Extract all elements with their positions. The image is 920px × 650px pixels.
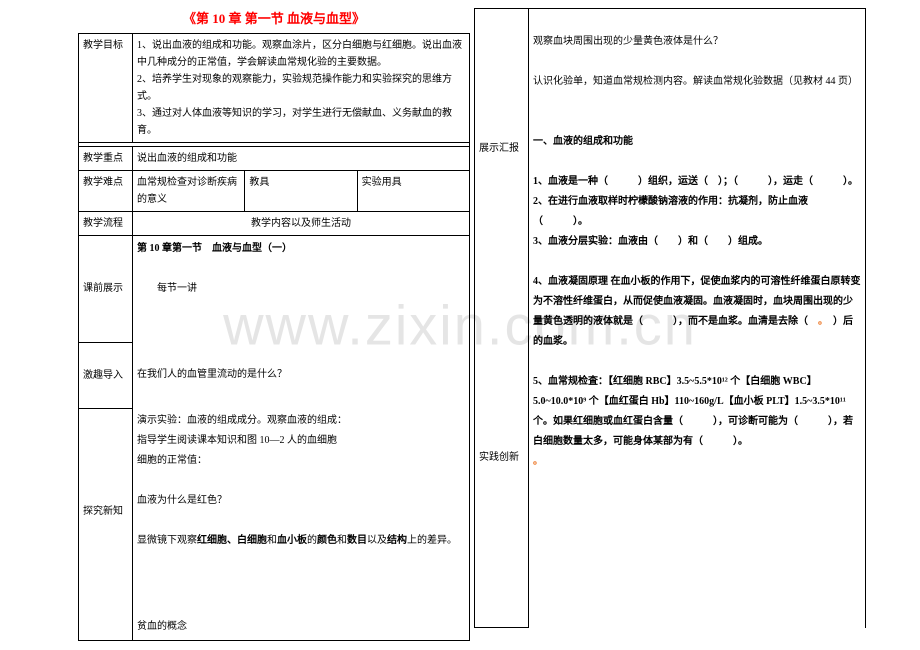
- row-anemia: 贫血的概念: [79, 614, 470, 641]
- tool-text: 实验用具: [357, 171, 469, 212]
- p4-dot: 。: [808, 316, 833, 327]
- right-content: 观察血块周围出现的少量黄色液体是什么？ 认识化验单，知道血常规检测内容。解读血常…: [529, 9, 866, 628]
- diff-text: 血常规检查对诊断疾病的意义: [133, 171, 245, 212]
- goal-label: 教学目标: [79, 34, 133, 143]
- flow-text: 教学内容以及师生活动: [133, 212, 470, 236]
- show-label: 展示汇报: [475, 9, 529, 289]
- explore-q: 血液为什么是红色？: [137, 495, 227, 506]
- p1: 1、血液是一种（ ）组织，运送（ ）；（ ），运走（ ）。: [533, 176, 858, 187]
- row-diff: 教学难点 血常规检查对诊断疾病的意义 教具 实验用具: [79, 171, 470, 212]
- lab-text: 认识化验单，知道血常规检测内容。解读血常规化验数据（见教材 44 页）: [533, 76, 858, 87]
- row-goal: 教学目标 1、说出血液的组成和功能。观察血涂片，区分白细胞与红细胞。说出血液中几…: [79, 34, 470, 143]
- intro-text: 在我们人的血管里流动的是什么？: [137, 369, 287, 380]
- obs-text: 观察血块周围出现的少量黄色液体是什么？: [533, 36, 723, 47]
- anemia-cell: 贫血的概念: [133, 614, 470, 641]
- row-intro: 激趣导入 在我们人的血管里流动的是什么？: [79, 342, 470, 408]
- right-table: 展示汇报 观察血块周围出现的少量黄色液体是什么？ 认识化验单，知道血常规检测内容…: [474, 8, 866, 628]
- p2: 2、在进行血液取样时柠檬酸钠溶液的作用：抗凝剂，防止血液（ ）。: [533, 196, 808, 227]
- row-flow: 教学流程 教学内容以及师生活动: [79, 212, 470, 236]
- preclass-content: 第 10 章第一节 血液与血型（一） 每节一讲: [133, 236, 470, 343]
- practice-label: 实践创新: [475, 289, 529, 628]
- row-key: 教学重点 说出血液的组成和功能: [79, 147, 470, 171]
- key-label: 教学重点: [79, 147, 133, 171]
- left-page: 《第 10 章 第一节 血液与血型》 教学目标 1、说出血液的组成和功能。观察血…: [78, 8, 470, 641]
- key-text: 说出血液的组成和功能: [133, 147, 470, 171]
- p3: 3、血液分层实验：血液由（ ）和（ ）组成。: [533, 236, 768, 247]
- p4: 4、血液凝固原理 在血小板的作用下，促使血浆内的可溶性纤维蛋白原转变为不溶性纤维…: [533, 276, 861, 347]
- goal-text: 1、说出血液的组成和功能。观察血涂片，区分白细胞与红细胞。说出血液中几种成分的正…: [133, 34, 470, 143]
- sec1-title: 一、血液的组成和功能: [533, 136, 633, 147]
- row-explore: 探究新知 演示实验：血液的组成成分。观察血液的组成： 指导学生阅读课本知识和图 …: [79, 408, 470, 614]
- explore-micro: 显微镜下观察红细胞、白细胞和血小板的颜色和数目以及结构上的差异。: [137, 535, 457, 546]
- doc-title: 《第 10 章 第一节 血液与血型》: [78, 8, 470, 27]
- right-page: 展示汇报 观察血块周围出现的少量黄色液体是什么？ 认识化验单，知道血常规检测内容…: [474, 8, 866, 628]
- diff-label: 教学难点: [79, 171, 133, 212]
- preclass-sub: 每节一讲: [137, 279, 465, 299]
- preclass-label: 课前展示: [79, 236, 133, 343]
- flow-label: 教学流程: [79, 212, 133, 236]
- tool-label: 教具: [245, 171, 357, 212]
- trailing-mark: 。: [533, 456, 543, 467]
- left-table: 教学目标 1、说出血液的组成和功能。观察血涂片，区分白细胞与红细胞。说出血液中几…: [78, 33, 470, 641]
- preclass-title: 第 10 章第一节 血液与血型（一）: [137, 243, 292, 254]
- intro-content: 在我们人的血管里流动的是什么？: [133, 342, 470, 408]
- explore-guide: 指导学生阅读课本知识和图 10—2 人的血细胞: [137, 435, 337, 446]
- explore-label: 探究新知: [79, 408, 133, 614]
- explore-demo: 演示实验：血液的组成成分。观察血液的组成：: [137, 415, 347, 426]
- explore-content: 演示实验：血液的组成成分。观察血液的组成： 指导学生阅读课本知识和图 10—2 …: [133, 408, 470, 614]
- explore-anemia: 贫血的概念: [137, 621, 187, 632]
- explore-normal: 细胞的正常值：: [137, 455, 207, 466]
- intro-label: 激趣导入: [79, 342, 133, 408]
- row-preclass: 课前展示 第 10 章第一节 血液与血型（一） 每节一讲: [79, 236, 470, 343]
- p5: 5、血常规检査：【红细胞 RBC】3.5~5.5*10¹² 个【白细胞 WBC】…: [533, 376, 853, 447]
